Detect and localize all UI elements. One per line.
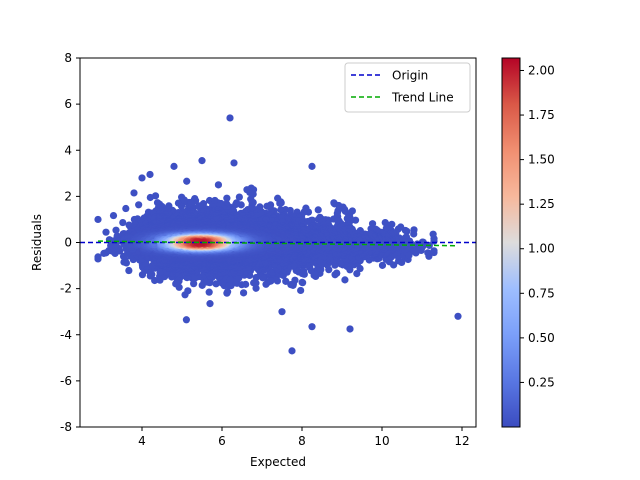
scatter-point	[122, 204, 130, 213]
scatter-point	[214, 181, 223, 189]
scatter-point	[308, 162, 316, 170]
scatter-point	[388, 220, 396, 228]
scatter-point	[182, 316, 190, 324]
scatter-point	[335, 201, 343, 210]
scatter-point	[184, 287, 192, 295]
scatter-point	[232, 200, 240, 209]
scatter-point	[277, 206, 285, 214]
scatter-point	[109, 211, 118, 220]
scatter-point	[138, 174, 146, 182]
scatter-point	[308, 323, 316, 331]
scatter-point	[130, 189, 138, 197]
scatter-point	[223, 194, 231, 202]
scatter-point	[119, 218, 127, 227]
scatter-point	[346, 325, 354, 333]
scatter-point	[381, 218, 389, 227]
scatter-point	[333, 269, 341, 277]
scatter-point	[112, 226, 120, 234]
scatter-point	[341, 276, 349, 284]
scatter-point	[454, 312, 462, 320]
scatter-point	[424, 249, 432, 257]
scatter-point	[297, 286, 305, 295]
scatter-point	[206, 279, 214, 287]
scatter-point	[238, 281, 246, 289]
scatter-point	[413, 245, 421, 254]
scatter-point	[206, 300, 214, 308]
scatter-point	[267, 277, 275, 285]
scatter-point	[212, 280, 220, 288]
scatter-point	[230, 159, 238, 167]
scatter-point	[94, 215, 102, 224]
scatter-point	[248, 198, 256, 206]
scatter-point	[205, 288, 213, 296]
scatter-point	[94, 253, 102, 261]
scatter-point	[225, 282, 233, 290]
scatter-point	[398, 258, 406, 267]
scatter-point	[430, 248, 438, 257]
scatter-point	[246, 188, 254, 196]
scatter-point	[102, 228, 110, 236]
scatter-point	[282, 277, 290, 285]
scatter-point	[211, 196, 219, 205]
scatter-point	[239, 289, 248, 297]
scatter-point	[226, 276, 234, 284]
scatter-point	[397, 223, 405, 231]
scatter-point	[300, 267, 308, 275]
scatter-point	[382, 224, 390, 232]
scatter-point	[170, 162, 178, 170]
scatter-point	[278, 308, 286, 316]
scatter-point	[378, 261, 387, 269]
scatter-point	[346, 266, 354, 274]
scatter-point	[310, 271, 318, 279]
scatter-point	[180, 196, 188, 204]
scatter-point	[135, 201, 143, 209]
scatter-point	[198, 157, 206, 165]
scatter-point	[288, 347, 296, 355]
scatter-point	[187, 199, 195, 207]
scatter-point	[410, 230, 418, 238]
scatter-point	[146, 170, 154, 179]
scatter-point	[314, 206, 322, 214]
scatter-point	[235, 193, 243, 201]
scatter-point	[252, 284, 260, 292]
scatter-point	[289, 281, 297, 289]
scatter-point	[276, 199, 284, 207]
scatter-point	[198, 281, 206, 289]
scatter-point	[190, 280, 198, 288]
scatter-point	[429, 230, 437, 238]
scatter-point	[223, 289, 231, 297]
scatter-point	[151, 276, 159, 285]
scatter-point	[226, 114, 234, 122]
scatter-point	[125, 266, 133, 275]
scatter-point	[341, 207, 350, 215]
scatter-point	[252, 273, 260, 282]
scatter-point	[252, 279, 260, 287]
scatter-point	[356, 264, 364, 273]
scatter-point	[299, 279, 307, 287]
scatter-point	[405, 251, 413, 259]
scatter-point	[183, 177, 191, 185]
scatter-point	[146, 193, 154, 202]
